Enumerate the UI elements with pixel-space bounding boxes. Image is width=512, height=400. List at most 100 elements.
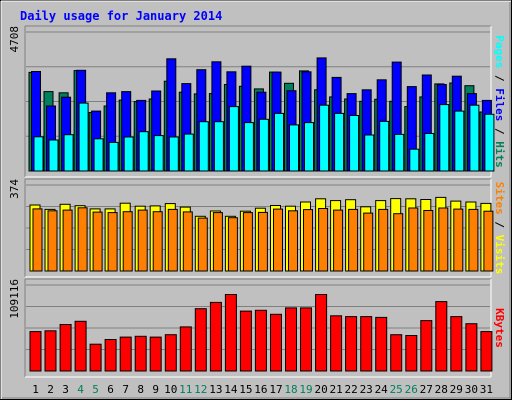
bar-kbytes-5 [89, 343, 102, 372]
x-tick-label-23: 23 [360, 383, 373, 396]
bar-pages-18 [289, 124, 299, 172]
x-tick-label-16: 16 [254, 383, 267, 396]
bar-pages-3 [63, 134, 74, 172]
x-tick-label-21: 21 [329, 383, 342, 396]
bar-pages-11 [183, 133, 194, 172]
x-tick-label-3: 3 [62, 383, 69, 396]
x-tick-label-15: 15 [239, 383, 252, 396]
x-axis-labels: 1 2 3 4 5 6 7 8 9 10 11 12 13 14 15 16 17 18 19 20 21 22 23 24 2… [32, 383, 493, 396]
bar-sites-20 [318, 208, 329, 272]
bar-pages-13 [213, 121, 224, 172]
x-tick-label-10: 10 [164, 383, 177, 396]
bar-sites-4 [77, 207, 88, 272]
bar-pages-27 [424, 133, 435, 172]
bar-pages-30 [469, 104, 480, 172]
bar-pages-31 [484, 113, 495, 172]
bar-sites-13 [212, 212, 223, 272]
bar-sites-2 [47, 210, 58, 272]
bar-kbytes-4 [74, 320, 87, 372]
bar-pages-23 [364, 134, 375, 172]
legend-hits_files_pages: Pages / Files / Hits [493, 35, 506, 168]
bar-kbytes-28 [435, 301, 448, 372]
bar-pages-8 [138, 131, 149, 172]
bar-kbytes-20 [315, 294, 328, 372]
legend-item-visits: Visits [493, 235, 506, 275]
x-tick-label-18: 18 [284, 383, 297, 396]
bar-pages-15 [243, 122, 254, 172]
x-tick-label-28: 28 [435, 383, 448, 396]
legend-item-hits: Hits [493, 141, 506, 168]
x-tick-label-17: 17 [269, 383, 282, 396]
y-max-label: 4708 [8, 26, 21, 53]
bar-sites-16 [257, 211, 268, 272]
bar-kbytes-25 [390, 334, 403, 372]
panel-hits_files_pages: 4708 Pages / Files / Hits [8, 25, 506, 178]
bar-sites-21 [333, 209, 344, 272]
bar-kbytes-6 [104, 339, 117, 372]
bar-sites-18 [288, 210, 298, 272]
bar-pages-1 [33, 136, 44, 172]
bar-pages-7 [123, 136, 134, 172]
bar-sites-12 [197, 217, 208, 272]
bar-kbytes-22 [345, 316, 358, 372]
bar-sites-5 [92, 211, 103, 272]
legend-visits_sites: Sites / Visits [493, 182, 506, 275]
x-tick-label-24: 24 [375, 383, 389, 396]
bar-pages-16 [258, 118, 269, 172]
x-tick-label-8: 8 [137, 383, 144, 396]
bar-pages-26 [409, 148, 420, 172]
bar-pages-19 [304, 122, 314, 172]
bar-kbytes-26 [405, 335, 418, 372]
bar-pages-2 [48, 139, 59, 172]
chart-title: Daily usage for January 2014 [20, 9, 222, 23]
bar-sites-14 [227, 217, 238, 272]
chart-panels: 4708 Pages / Files / Hits 374 Sites / Visit… [8, 25, 506, 378]
x-tick-label-30: 30 [465, 383, 478, 396]
x-tick-label-9: 9 [152, 383, 159, 396]
panel-kbytes: 109116 KBytes [8, 278, 506, 378]
bar-sites-3 [62, 209, 73, 272]
bar-pages-4 [78, 102, 89, 172]
x-tick-label-19: 19 [299, 383, 312, 396]
bar-kbytes-14 [224, 294, 237, 372]
bar-kbytes-3 [59, 324, 72, 372]
bar-kbytes-27 [420, 320, 433, 372]
bar-kbytes-1 [29, 331, 42, 372]
bar-kbytes-8 [134, 335, 147, 372]
y-max-label: 374 [8, 179, 21, 199]
x-tick-label-14: 14 [224, 383, 238, 396]
bar-kbytes-30 [465, 323, 478, 372]
bar-kbytes-7 [119, 336, 132, 372]
bar-sites-19 [303, 209, 313, 272]
bar-kbytes-12 [194, 308, 207, 372]
x-tick-label-7: 7 [122, 383, 129, 396]
bar-sites-24 [378, 208, 389, 272]
bar-pages-25 [394, 133, 405, 172]
bar-kbytes-21 [330, 315, 343, 372]
bar-sites-8 [137, 209, 148, 272]
bar-sites-30 [468, 208, 479, 272]
bar-sites-31 [483, 210, 494, 272]
panel-visits_sites: 374 Sites / Visits [8, 178, 506, 278]
x-tick-label-11: 11 [179, 383, 192, 396]
bar-kbytes-24 [375, 316, 388, 372]
x-tick-label-13: 13 [209, 383, 222, 396]
x-tick-label-29: 29 [450, 383, 463, 396]
bar-sites-6 [107, 212, 118, 272]
legend-separator: / [493, 121, 506, 141]
bar-pages-5 [93, 138, 104, 172]
bar-kbytes-19 [300, 307, 312, 372]
bar-pages-10 [168, 136, 179, 172]
bar-pages-24 [379, 120, 390, 172]
x-tick-label-4: 4 [77, 383, 84, 396]
bar-pages-28 [439, 104, 450, 172]
legend-item-pages: Pages [493, 35, 506, 68]
bar-kbytes-11 [179, 326, 192, 372]
x-tick-label-12: 12 [194, 383, 207, 396]
legend-kbytes: KBytes [493, 308, 506, 348]
bar-sites-23 [363, 212, 374, 272]
x-tick-label-26: 26 [405, 383, 418, 396]
bar-sites-9 [152, 211, 163, 272]
bar-sites-27 [423, 210, 434, 272]
